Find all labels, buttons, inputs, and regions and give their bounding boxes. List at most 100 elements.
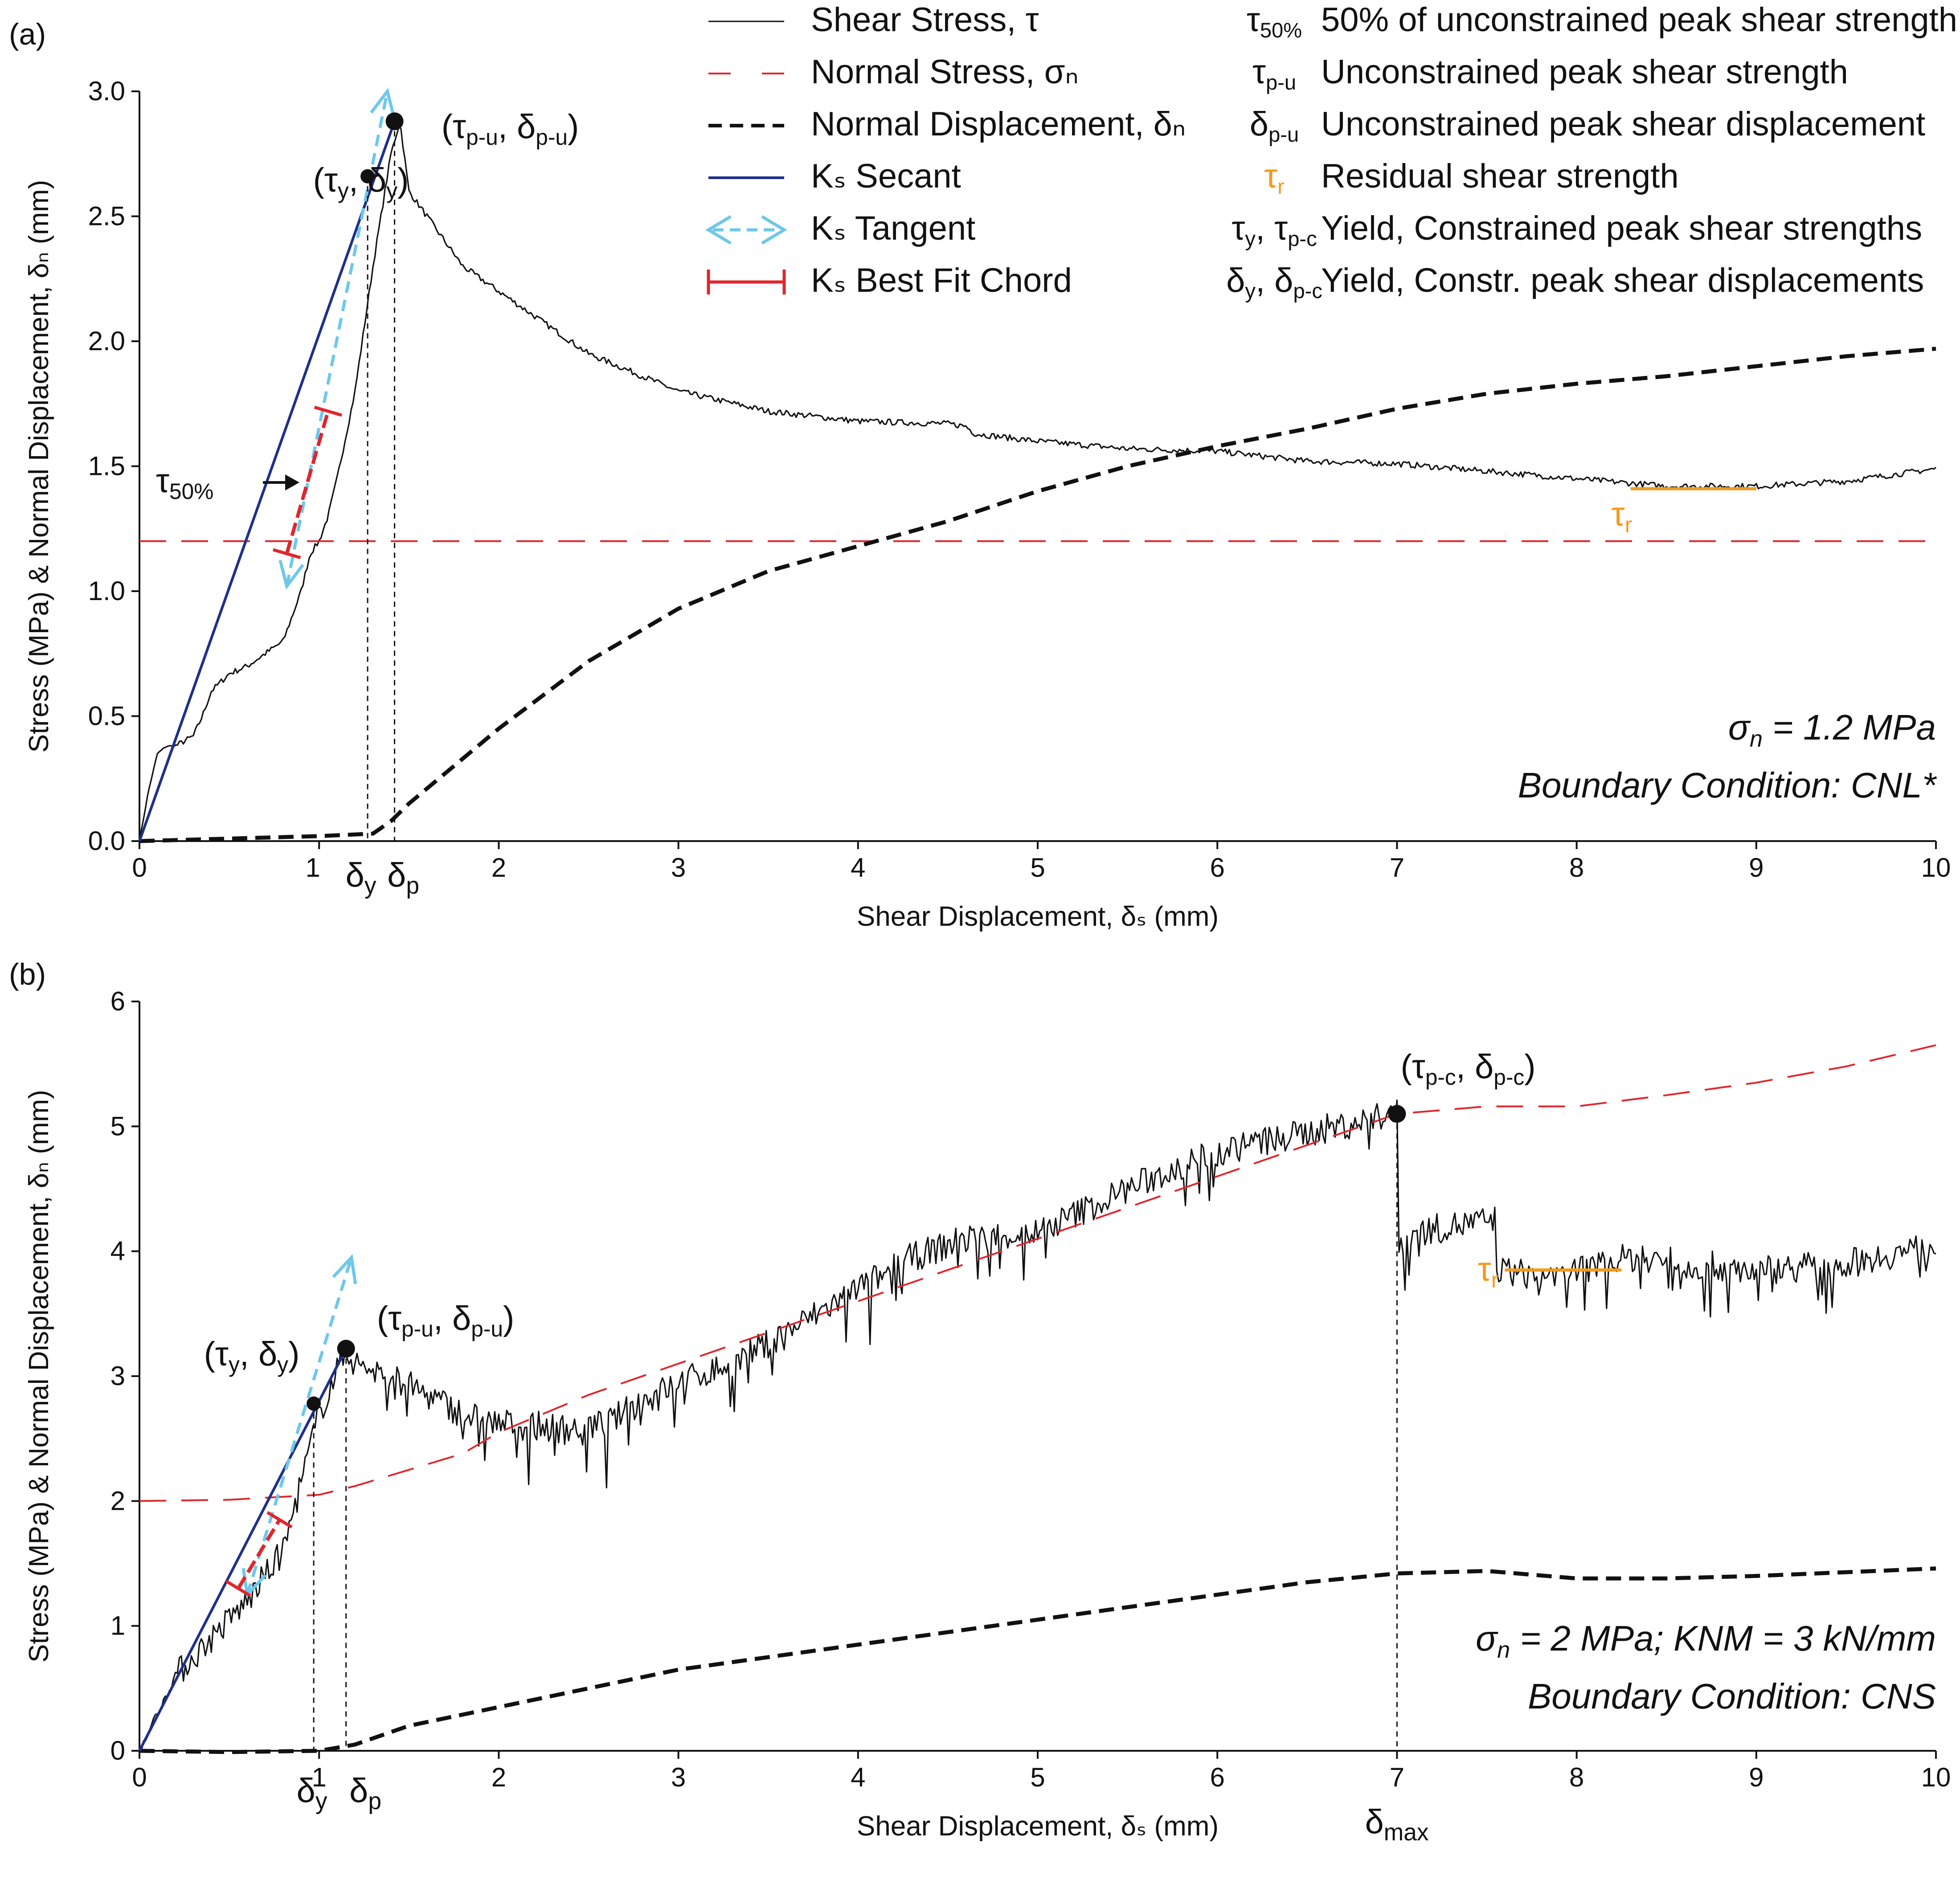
- chord-cap-bottom: [225, 1580, 251, 1598]
- symbol-part: τ: [1252, 53, 1266, 91]
- subscript: max: [1384, 1819, 1429, 1846]
- ks-best-fit-chord: [237, 1519, 281, 1590]
- symbol-part: (τ: [377, 1300, 401, 1337]
- legend: Shear Stress, τ Normal Stress, σₙ Normal D…: [705, 1, 1957, 302]
- symbol-part: δ: [1226, 262, 1245, 299]
- label-peak-c-b: (τp-c, δp-c): [1400, 1048, 1535, 1090]
- symbol-part: τ: [1232, 209, 1245, 247]
- symbol-part: ): [1524, 1048, 1535, 1086]
- subscript: r: [1491, 1267, 1499, 1292]
- legend-symbol-2: δp-u: [1250, 105, 1299, 146]
- subscript: p-u: [466, 125, 498, 150]
- label-tau-r-a: τr: [1612, 495, 1633, 537]
- symbol-part: ): [568, 108, 579, 146]
- symbol-part: , τ: [1256, 209, 1288, 247]
- subscript: p: [368, 1788, 381, 1815]
- legend-desc-4: Yield, Constrained peak shear strengths: [1321, 209, 1922, 247]
- y-tick-label: 4: [110, 1236, 125, 1266]
- y-tick-label: 1.0: [88, 576, 125, 606]
- x-tick-label: 3: [671, 1762, 686, 1792]
- y-axis-title: Stress (MPa) & Normal Displacement, δₙ (…: [24, 180, 54, 753]
- y-tick-label: 1: [110, 1611, 125, 1641]
- legend-tangent-arrow-left: [705, 215, 732, 245]
- label-tau-r-b: τr: [1478, 1251, 1499, 1292]
- symbol-part: , δ: [1456, 1048, 1494, 1086]
- legend-tangent-arrow-right: [761, 215, 787, 245]
- x-tick-label: 8: [1569, 853, 1584, 883]
- legend-label-chord: Kₛ Best Fit Chord: [811, 262, 1072, 299]
- y-tick-label: 0: [110, 1736, 125, 1765]
- subscript: 50%: [1260, 18, 1302, 42]
- label-dp-b: δp: [349, 1772, 381, 1815]
- ks-secant-line: [138, 1348, 348, 1752]
- x-tick-label: 6: [1210, 853, 1225, 883]
- y-tick-label: 2: [110, 1486, 125, 1516]
- condition-line2-a: Boundary Condition: CNL*: [1518, 765, 1937, 805]
- ks-tangent-arrowhead-bottom: [278, 560, 304, 590]
- symbol-part: τ: [1478, 1251, 1491, 1288]
- symbol-part: τ: [156, 462, 169, 500]
- label-dy-b: δy: [297, 1772, 327, 1815]
- x-tick-label: 1: [312, 1762, 327, 1792]
- x-tick-label: 4: [851, 1762, 865, 1792]
- subscript: p: [406, 873, 419, 899]
- ks-tangent-line: [246, 1257, 353, 1595]
- label-peak-b: (τp-u, δp-u): [377, 1300, 515, 1341]
- label-yield-b: (τy, δy): [204, 1335, 300, 1377]
- legend-label-normal_stress: Normal Stress, σₙ: [811, 53, 1079, 91]
- legend-label-shear: Shear Stress, τ: [811, 1, 1039, 39]
- legend-desc-2: Unconstrained peak shear displacement: [1321, 105, 1925, 143]
- label-tau50: τ50%: [156, 462, 213, 504]
- chord-cap-top: [266, 1511, 293, 1528]
- ks-tangent-arrowhead-top: [370, 88, 396, 118]
- subscript: r: [1625, 512, 1633, 537]
- subscript: p-u: [401, 1316, 434, 1341]
- y-tick-label: 2.0: [88, 326, 125, 356]
- subscript: 50%: [169, 479, 213, 504]
- x-tick-label: 10: [1921, 1762, 1951, 1792]
- legend-label-normal_disp: Normal Displacement, δₙ: [811, 105, 1186, 143]
- subscript: p-c: [1288, 227, 1317, 250]
- symbol-part: , δ: [1256, 262, 1293, 299]
- ks-best-fit-chord: [285, 410, 330, 554]
- symbol-part: δ: [297, 1772, 315, 1810]
- chart-panel-a: 0 1 2 3 4 5 6 7 8 9 10 0.0 0.5 1.0 1.5 2.0 2.5 3.0 Shear D…: [24, 76, 1951, 932]
- y-tick-label: 5: [110, 1111, 125, 1141]
- subscript: y: [315, 1788, 327, 1815]
- t50-arrowhead: [285, 474, 299, 490]
- y-tick-label: 2.5: [88, 201, 125, 231]
- condition-line1-a: σn = 1.2 MPa: [1728, 707, 1936, 752]
- subscript: y: [1245, 279, 1256, 302]
- x-tick-label: 9: [1749, 853, 1764, 883]
- symbol-part: (τ: [442, 108, 466, 146]
- symbol-part: τ: [1264, 157, 1277, 195]
- symbol-part: δ: [1250, 105, 1268, 143]
- x-tick-label: 7: [1390, 853, 1404, 883]
- symbol-part: δ: [349, 1772, 368, 1810]
- symbol-part: δ: [346, 856, 364, 894]
- subscript: p-u: [1266, 70, 1296, 94]
- point-peak_c: [1388, 1105, 1406, 1123]
- subscript: p-c: [1293, 279, 1322, 302]
- symbol-part: ): [397, 161, 409, 199]
- subscript: y: [229, 1352, 240, 1377]
- chart-panel-b: 0 1 2 3 4 5 6 7 8 9 10 0 1 2 3 4 5 6 Shear Displacement, δ…: [24, 986, 1951, 1846]
- subscript: y: [386, 178, 397, 203]
- series-shear-stress: [139, 126, 1936, 842]
- legend-label-secant: Kₛ Secant: [811, 157, 961, 195]
- y-tick-label: 0.0: [88, 826, 125, 856]
- label-dp-a: δp: [387, 856, 419, 899]
- x-tick-label: 8: [1569, 1762, 1584, 1792]
- x-axis-title: Shear Displacement, δₛ (mm): [857, 901, 1219, 932]
- symbol-part: , δ: [434, 1300, 471, 1337]
- ks-tangent-arrowhead-top: [332, 1254, 357, 1284]
- y-tick-label: 3: [110, 1361, 125, 1391]
- panel-label-a: (a): [9, 17, 46, 51]
- x-tick-label: 2: [491, 1762, 506, 1792]
- x-tick-label: 2: [491, 853, 506, 883]
- x-tick-label: 3: [671, 853, 686, 883]
- x-tick-label: 0: [132, 853, 147, 883]
- subscript: p-c: [1494, 1065, 1524, 1090]
- x-tick-label: 7: [1390, 1762, 1404, 1792]
- x-tick-label: 9: [1749, 1762, 1764, 1792]
